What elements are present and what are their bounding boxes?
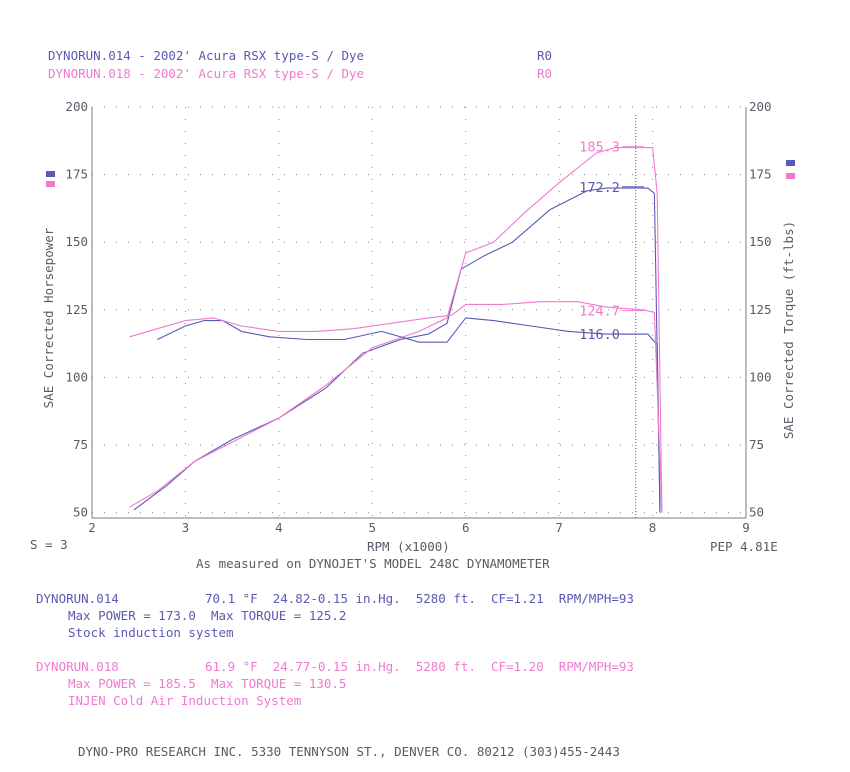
- y-tick-label-left: 50: [73, 505, 88, 520]
- run1-conditions: 70.1 °F 24.82-0.15 in.Hg. 5280 ft. CF=1.…: [205, 591, 634, 606]
- y-tick-label-right: 175: [749, 167, 772, 182]
- peak-value-label: 116.0: [579, 327, 620, 343]
- run1-desc: Stock induction system: [68, 625, 234, 640]
- peak-value-label: 185.3: [579, 140, 620, 156]
- x-tick-label: 4: [275, 520, 283, 535]
- y-tick-label-left: 75: [73, 437, 88, 452]
- run2-header-label: DYNORUN.018 - 2002' Acura RSX type-S / D…: [48, 66, 365, 81]
- y-tick-label-left: 125: [65, 302, 88, 317]
- series-lines: [129, 147, 663, 513]
- y-tick-label-right: 50: [749, 505, 764, 520]
- y-axis-label-left: SAE Corrected Horsepower: [41, 227, 56, 408]
- company-footer: DYNO-PRO RESEARCH INC. 5330 TENNYSON ST.…: [78, 744, 620, 759]
- s-label: S = 3: [30, 537, 68, 552]
- left-tick-labels: 200 175 150 125 100 75 50: [65, 99, 88, 520]
- run2-left-swatch: [46, 181, 55, 187]
- x-tick-label: 8: [649, 520, 657, 535]
- run1-title: DYNORUN.014: [36, 591, 119, 606]
- y-tick-label-left: 150: [65, 234, 88, 249]
- run1-left-swatch: [46, 171, 55, 177]
- x-tick-label: 3: [182, 520, 190, 535]
- y-tick-label-right: 75: [749, 437, 764, 452]
- x-tick-label: 9: [742, 520, 750, 535]
- y-axis-label-right: SAE Corrected Torque (ft-lbs): [781, 221, 796, 439]
- y-tick-label-left: 175: [65, 167, 88, 182]
- chart-grid: [91, 106, 747, 518]
- peak-value-label: 124.7: [579, 304, 620, 320]
- version-label: PEP 4.81E: [710, 539, 778, 554]
- run1-max: Max POWER = 173.0 Max TORQUE = 125.2: [68, 608, 347, 623]
- y-tick-label-right: 125: [749, 302, 772, 317]
- run2-desc: INJEN Cold Air Induction System: [68, 693, 302, 708]
- x-axis-label: RPM (x1000): [367, 539, 450, 554]
- y-tick-label-right: 200: [749, 99, 772, 114]
- series-line-dynorun-018-torque: [129, 301, 663, 513]
- run2-title: DYNORUN.018: [36, 659, 119, 674]
- series-line-dynorun-014-power: [133, 187, 661, 513]
- run1-header-code: R0: [537, 48, 553, 63]
- x-tick-label: 2: [88, 520, 96, 535]
- right-tick-labels: 200 175 150 125 100 75 50: [749, 99, 772, 520]
- run1-right-swatch: [786, 160, 795, 166]
- run2-max: Max POWER = 185.5 Max TORQUE = 130.5: [68, 676, 347, 691]
- series-line-dynorun-018-power: [129, 147, 663, 513]
- x-tick-label: 6: [462, 520, 470, 535]
- y-tick-label-left: 100: [65, 369, 88, 384]
- run2-right-swatch: [786, 173, 795, 179]
- run1-header-label: DYNORUN.014 - 2002' Acura RSX type-S / D…: [48, 48, 365, 63]
- run2-conditions: 61.9 °F 24.77-0.15 in.Hg. 5280 ft. CF=1.…: [205, 659, 634, 674]
- run2-header-code: R0: [537, 66, 553, 81]
- y-tick-label-right: 100: [749, 369, 772, 384]
- series-line-dynorun-014-torque: [157, 317, 661, 513]
- annotations: 185.3 172.2 124.7 116.0: [579, 140, 644, 343]
- x-tick-labels: 2 3 4 5 6 7 8 9: [88, 520, 750, 535]
- y-tick-label-left: 200: [65, 99, 88, 114]
- measured-note: As measured on DYNOJET'S MODEL 248C DYNA…: [196, 556, 550, 571]
- y-tick-label-right: 150: [749, 234, 772, 249]
- x-tick-label: 5: [369, 520, 377, 535]
- x-tick-label: 7: [555, 520, 563, 535]
- peak-value-label: 172.2: [579, 180, 620, 196]
